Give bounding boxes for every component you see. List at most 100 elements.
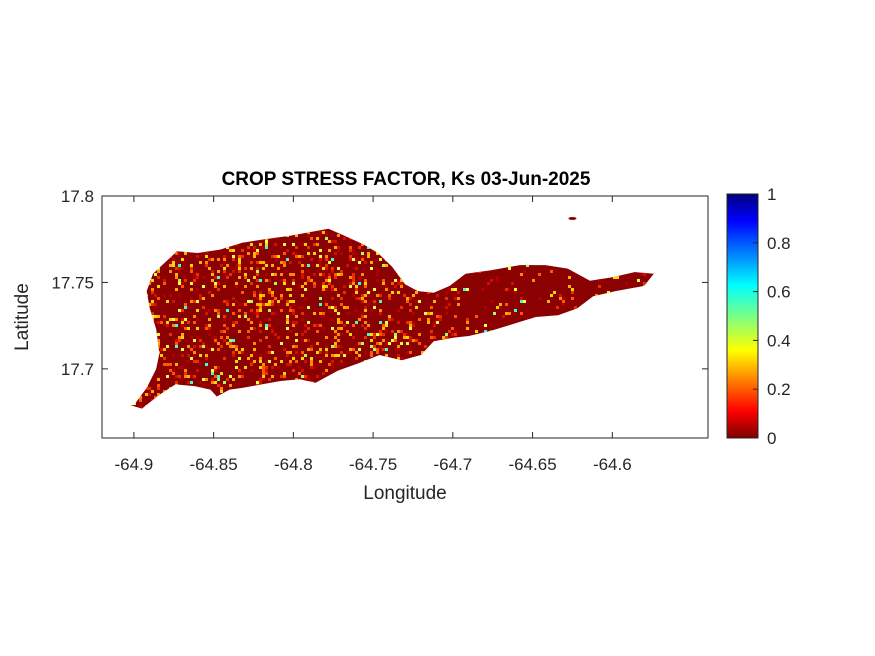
stress-cell — [466, 321, 469, 324]
stress-cell — [217, 309, 220, 312]
stress-cell — [397, 309, 400, 312]
stress-cell — [172, 324, 175, 327]
stress-cell — [169, 318, 172, 321]
stress-cell — [169, 264, 172, 267]
stress-cell — [433, 300, 436, 303]
stress-cell — [523, 270, 526, 273]
stress-cell — [280, 360, 283, 363]
stress-cell — [301, 357, 304, 360]
stress-cell — [235, 267, 238, 270]
stress-cell — [274, 357, 277, 360]
stress-cell — [346, 321, 349, 324]
stress-cell — [379, 348, 382, 351]
stress-cell — [418, 318, 421, 321]
stress-cell — [331, 354, 334, 357]
stress-cell — [508, 312, 511, 315]
stress-cell — [193, 321, 196, 324]
stress-cell — [331, 318, 334, 321]
stress-cell — [268, 288, 271, 291]
stress-cell — [448, 330, 451, 333]
stress-cell — [607, 291, 610, 294]
stress-cell — [280, 309, 283, 312]
stress-cell — [301, 306, 304, 309]
stress-cell — [250, 360, 253, 363]
stress-cell — [391, 282, 394, 285]
stress-cell — [280, 375, 283, 378]
stress-cell — [397, 348, 400, 351]
stress-cell — [337, 345, 340, 348]
stress-cell — [220, 330, 223, 333]
stress-cell — [334, 309, 337, 312]
stress-cell — [256, 267, 259, 270]
stress-cell — [322, 288, 325, 291]
stress-cell — [466, 288, 469, 291]
stress-cell — [427, 312, 430, 315]
stress-cell — [262, 303, 265, 306]
stress-cell — [247, 318, 250, 321]
stress-cell — [385, 264, 388, 267]
stress-cell — [409, 327, 412, 330]
stress-cell — [190, 282, 193, 285]
stress-cell — [217, 375, 220, 378]
stress-cell — [292, 252, 295, 255]
stress-cell — [331, 297, 334, 300]
stress-cell — [397, 321, 400, 324]
stress-cell — [355, 321, 358, 324]
stress-cell — [163, 357, 166, 360]
stress-cell — [274, 333, 277, 336]
stress-cell — [445, 333, 448, 336]
stress-cell — [409, 339, 412, 342]
stress-cell — [232, 255, 235, 258]
stress-cell — [355, 285, 358, 288]
stress-cell — [340, 273, 343, 276]
stress-cell — [397, 291, 400, 294]
stress-cell — [436, 318, 439, 321]
stress-cell — [484, 306, 487, 309]
stress-cell — [466, 318, 469, 321]
stress-cell — [178, 252, 181, 255]
stress-cell — [343, 291, 346, 294]
stress-cell — [325, 264, 328, 267]
stress-cell — [325, 279, 328, 282]
stress-cell — [289, 351, 292, 354]
stress-cell — [193, 300, 196, 303]
stress-cell — [418, 342, 421, 345]
stress-cell — [376, 333, 379, 336]
stress-cell — [187, 354, 190, 357]
stress-cell — [520, 312, 523, 315]
stress-cell — [205, 264, 208, 267]
stress-cell — [283, 243, 286, 246]
stress-cell — [238, 258, 241, 261]
stress-cell — [211, 294, 214, 297]
stress-cell — [253, 327, 256, 330]
stress-cell — [286, 258, 289, 261]
stress-cell — [205, 357, 208, 360]
stress-cell — [439, 318, 442, 321]
stress-cell — [295, 234, 298, 237]
x-tick-label: -64.75 — [349, 455, 397, 474]
stress-cell — [274, 237, 277, 240]
stress-cell — [277, 303, 280, 306]
stress-cell — [163, 282, 166, 285]
stress-cell — [532, 279, 535, 282]
stress-cell — [172, 300, 175, 303]
stress-cell — [397, 279, 400, 282]
stress-cell — [439, 315, 442, 318]
stress-cell — [286, 249, 289, 252]
stress-cell — [310, 357, 313, 360]
stress-cell — [223, 258, 226, 261]
stress-cell — [223, 357, 226, 360]
stress-cell — [175, 288, 178, 291]
stress-cell — [253, 351, 256, 354]
stress-cell — [352, 324, 355, 327]
stress-cell — [313, 243, 316, 246]
stress-cell — [277, 366, 280, 369]
stress-cell — [151, 288, 154, 291]
stress-cell — [268, 318, 271, 321]
stress-cell — [175, 342, 178, 345]
stress-cell — [226, 378, 229, 381]
stress-cell — [514, 291, 517, 294]
stress-cell — [547, 300, 550, 303]
stress-cell — [292, 321, 295, 324]
